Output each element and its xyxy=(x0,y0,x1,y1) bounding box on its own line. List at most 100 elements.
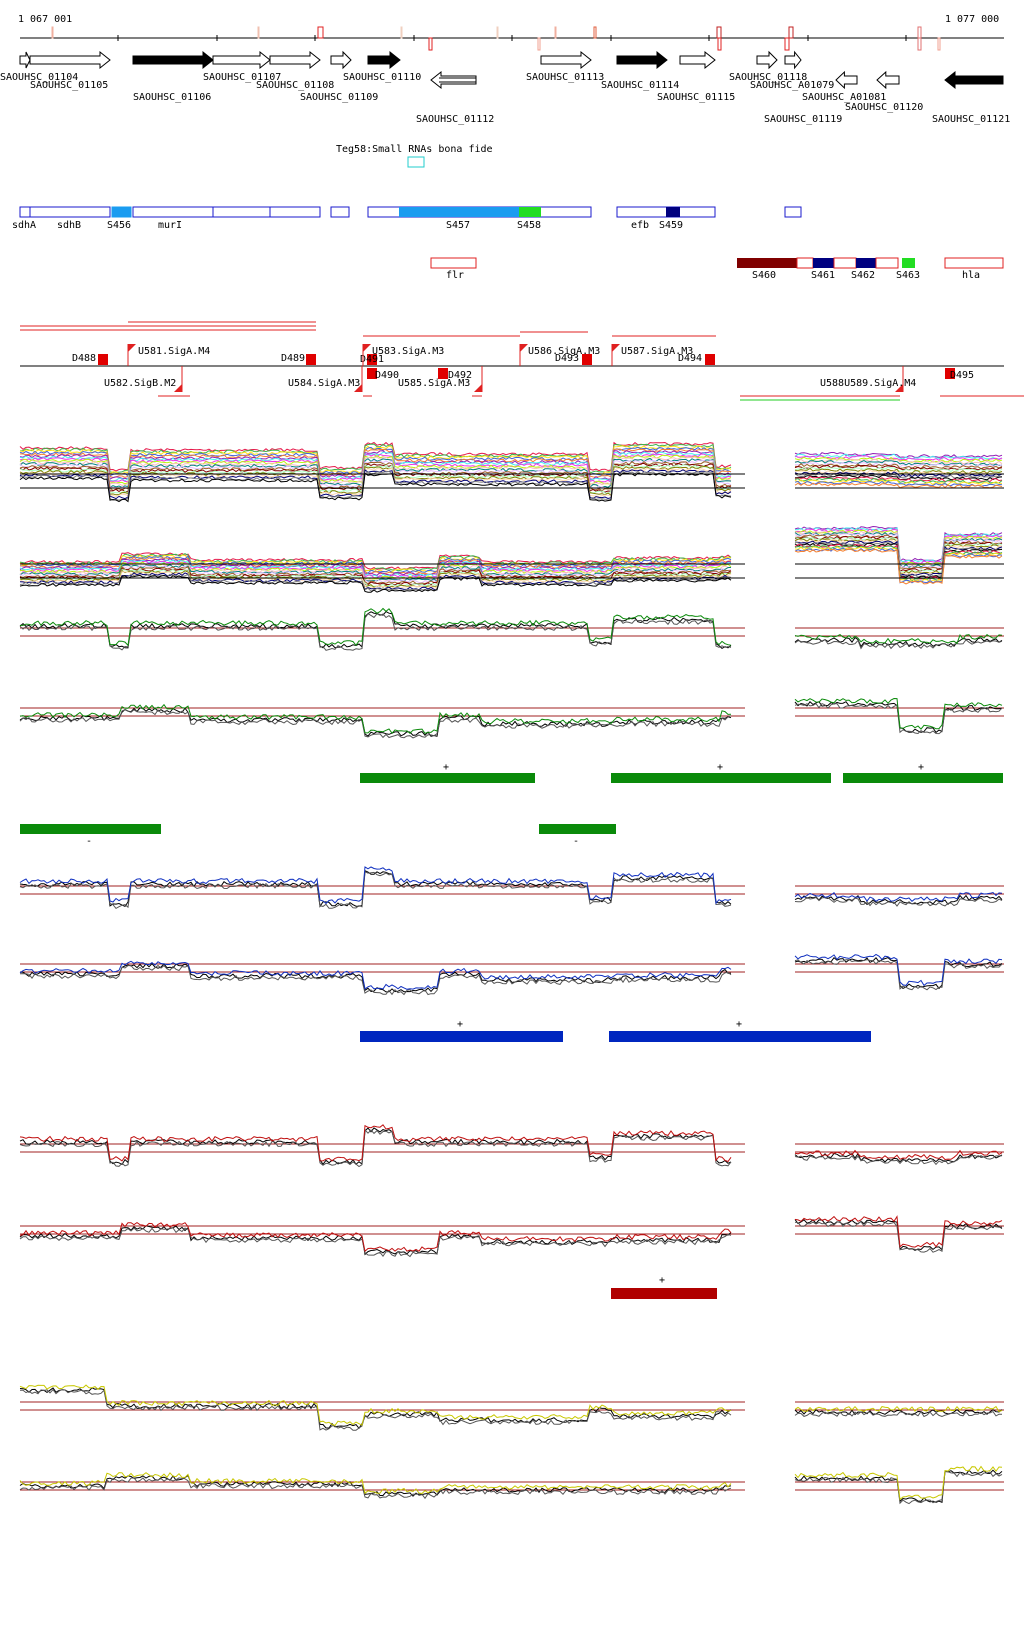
terminator-d489[interactable]: D489 xyxy=(281,353,316,365)
expression-line xyxy=(794,452,1003,459)
annotation-box-gap[interactable] xyxy=(833,257,857,269)
promoter-flag-icon xyxy=(520,344,528,352)
gene-saouhsc_01119[interactable]: SAOUHSC_01119 xyxy=(764,114,842,125)
annotation-label-S456: S456 xyxy=(107,220,131,231)
blue-plus-segment-1[interactable] xyxy=(360,1031,563,1042)
terminator-d492[interactable]: D492 xyxy=(438,368,472,381)
heatmap-track-a xyxy=(19,441,1004,503)
gene-saouhsc_01110[interactable]: SAOUHSC_01110 xyxy=(343,50,421,83)
terminator-mark-icon xyxy=(98,354,108,365)
green-plus-segment-2[interactable] xyxy=(611,773,831,783)
promoter-u581-siga-m4[interactable]: U581.SigA.M4 xyxy=(127,344,210,366)
red-plus-segment-1[interactable] xyxy=(611,1288,717,1299)
blue-plus-strand-1: + xyxy=(457,1019,463,1030)
expression-line xyxy=(19,703,732,735)
expression-line xyxy=(19,559,732,578)
expression-line xyxy=(19,558,732,577)
annotation-label-S463: S463 xyxy=(896,270,920,281)
annotation-box-S461[interactable] xyxy=(813,258,834,268)
expression-line xyxy=(19,871,732,910)
gene-arrow-icon xyxy=(756,50,778,70)
gene-label: SAOUHSC_01118 xyxy=(729,72,807,83)
green-plus-segment-1[interactable] xyxy=(360,773,535,783)
gene-saouhsc_01120[interactable]: SAOUHSC_01120 xyxy=(845,70,923,113)
annotation-track-1: sdhA sdhB S456 murI S457 S458 efb S459 xyxy=(12,206,802,231)
promoter-label: D490 xyxy=(375,370,399,381)
expression-tracks xyxy=(19,441,1004,1505)
promoter-label: U586.SigA.M3 xyxy=(528,346,600,357)
red-plus-strand-1: + xyxy=(659,1275,665,1286)
gene-saouhsc_01108[interactable]: SAOUHSC_01108 xyxy=(256,50,334,91)
expression-line xyxy=(794,1149,1003,1161)
annotation-box-sdh[interactable] xyxy=(19,206,111,218)
expression-line xyxy=(20,1388,732,1431)
promoter-u587-siga-m3[interactable]: U587.SigA.M3 xyxy=(611,344,693,366)
gene-arrow-icon xyxy=(616,50,668,70)
gene-saouhsc_01113[interactable]: SAOUHSC_01113 xyxy=(526,50,604,83)
gene-saouhsc_01118[interactable]: SAOUHSC_01118 xyxy=(729,50,807,83)
annotation-box-S460[interactable] xyxy=(737,258,797,268)
terminator-d493[interactable]: D493 xyxy=(555,353,592,365)
annotation-box-S462-tail[interactable] xyxy=(875,257,899,269)
promoter-u586-siga-m3[interactable]: U586.SigA.M3 xyxy=(519,344,600,366)
promoter-u584-siga-m3[interactable]: U584.SigA.M3 xyxy=(288,366,363,392)
terminator-d491[interactable]: D491 xyxy=(360,354,384,365)
annotation-box-S463[interactable] xyxy=(902,258,915,268)
annotation-box-S456[interactable] xyxy=(111,206,132,218)
expression-line xyxy=(20,962,732,993)
annotation-label-efb: efb xyxy=(631,220,649,231)
promoter-items: D488 U581.SigA.M4 U582.SigB.M2 D489 U584.Sig… xyxy=(72,344,974,392)
annotation-label-flr: flr xyxy=(446,270,464,281)
small-rna-box[interactable] xyxy=(407,156,425,168)
gene-saouhsc_01115[interactable]: SAOUHSC_01115 xyxy=(657,50,735,103)
gene-saouhsc_01105[interactable]: SAOUHSC_01105 xyxy=(29,50,111,91)
terminator-mark-icon xyxy=(367,354,377,365)
terminator-d494[interactable]: D494 xyxy=(678,353,715,365)
terminator-d495[interactable]: D495 xyxy=(945,368,974,381)
promoter-label: D492 xyxy=(448,370,472,381)
annotation-box-S457[interactable] xyxy=(399,207,519,217)
gene-saouhsc_01114[interactable]: SAOUHSC_01114 xyxy=(601,50,679,91)
gene-saouhsc_01112[interactable]: SAOUHSC_01112 xyxy=(416,70,494,125)
terminator-d490[interactable]: D490 xyxy=(367,368,399,381)
ruler-end-label: 1 077 000 xyxy=(945,14,999,25)
annotation-box-S458[interactable] xyxy=(519,207,541,217)
promoter-u588u589-siga-m4[interactable]: U588U589.SigA.M4 xyxy=(820,366,916,392)
annotation-box-S462[interactable] xyxy=(856,258,876,268)
expression-line xyxy=(19,1124,732,1163)
gene-label: SAOUHSC_01108 xyxy=(256,80,334,91)
annotation-box-right[interactable] xyxy=(784,206,802,218)
promoter-u585-siga-m3[interactable]: U585.SigA.M3 xyxy=(398,366,483,392)
annotation-box-S459[interactable] xyxy=(666,207,680,217)
ruler-feature-mark xyxy=(917,37,922,51)
gene-saouhsc_01109[interactable]: SAOUHSC_01109 xyxy=(300,50,378,103)
expression-line xyxy=(19,554,732,573)
annotation-box-small[interactable] xyxy=(330,206,350,218)
annotation-box-flr[interactable] xyxy=(430,257,477,269)
gene-saouhsc_01104[interactable]: SAOUHSC_01104 xyxy=(0,51,78,83)
annotation-label-hla: hla xyxy=(962,270,980,281)
gene-label: SAOUHSC_A01079 xyxy=(750,80,834,91)
terminator-mark-icon xyxy=(306,354,316,365)
annotation-box-S460-tail[interactable] xyxy=(796,257,814,269)
annotation-box-hla[interactable] xyxy=(944,257,1004,269)
gene-saouhsc_a01081[interactable]: SAOUHSC_A01081 xyxy=(802,70,886,103)
red-track-lower xyxy=(19,1215,1004,1258)
expression-line xyxy=(794,891,1003,902)
gene-saouhsc_01107[interactable]: SAOUHSC_01107 xyxy=(203,50,281,83)
gene-saouhsc_a01079[interactable]: SAOUHSC_A01079 xyxy=(750,50,834,91)
terminator-d488[interactable]: D488 xyxy=(72,353,108,365)
green-minus-segment-1[interactable] xyxy=(20,824,161,834)
gene-saouhsc_01106[interactable]: SAOUHSC_01106 xyxy=(132,50,214,103)
annotation-box-murI[interactable] xyxy=(132,206,321,218)
green-minus-segment-2[interactable] xyxy=(539,824,616,834)
expression-line xyxy=(19,566,732,585)
gene-saouhsc_01121[interactable]: SAOUHSC_01121 xyxy=(932,70,1010,125)
gene-label: SAOUHSC_01114 xyxy=(601,80,679,91)
promoter-u582-sigb-m2[interactable]: U582.SigB.M2 xyxy=(104,366,183,392)
green-plus-segment-3[interactable] xyxy=(843,773,1003,783)
blue-plus-segment-2[interactable] xyxy=(609,1031,871,1042)
segment-track-blue: + + xyxy=(360,1019,871,1042)
promoter-u583-siga-m3[interactable]: U583.SigA.M3 xyxy=(362,344,444,366)
expression-line xyxy=(19,1128,732,1168)
